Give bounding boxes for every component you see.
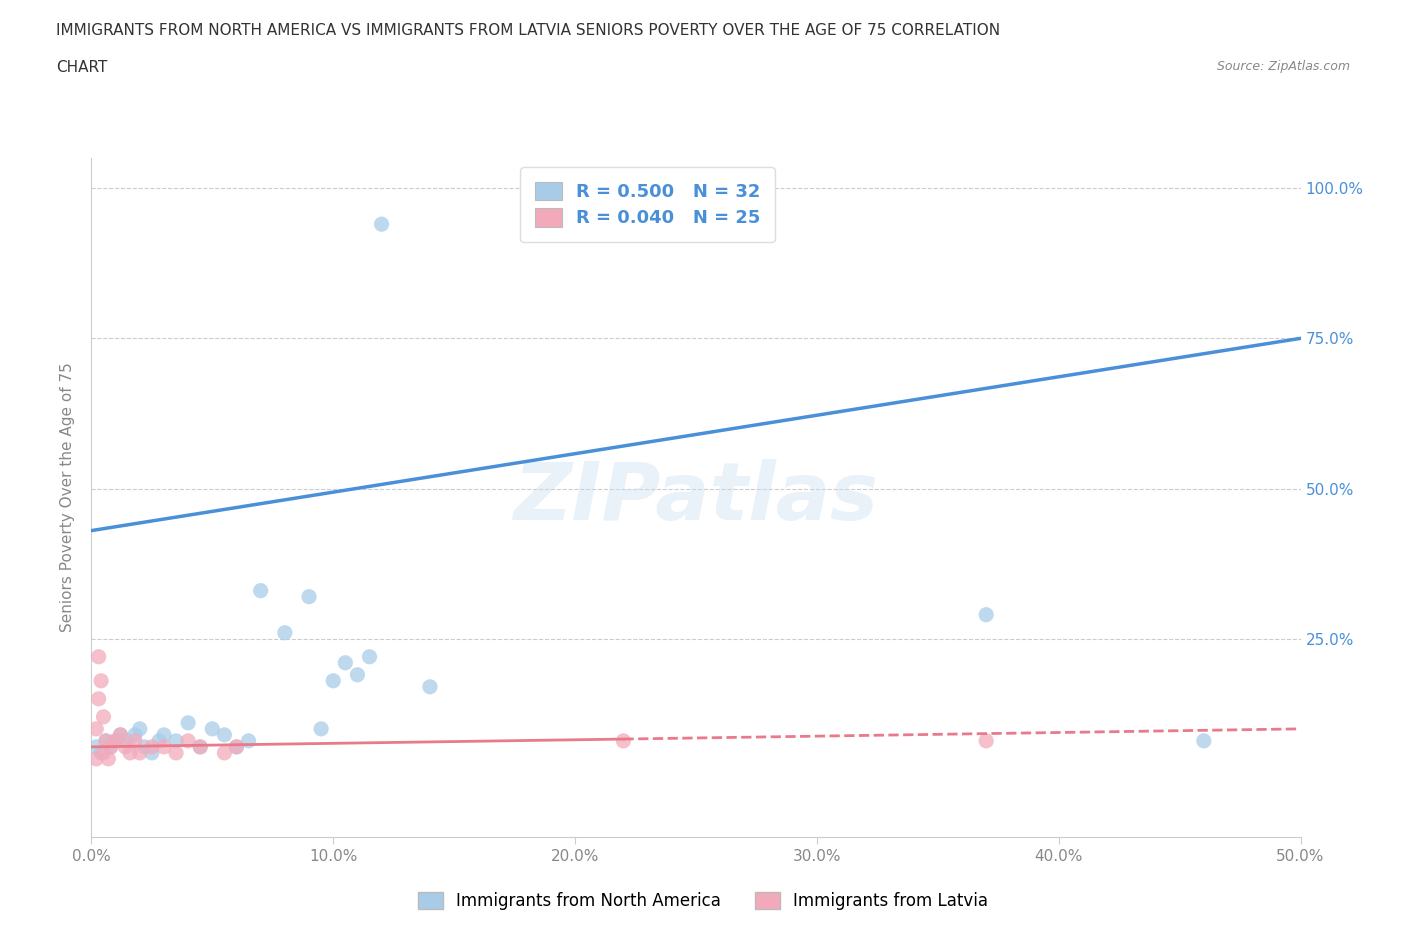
- Text: Source: ZipAtlas.com: Source: ZipAtlas.com: [1216, 60, 1350, 73]
- Point: [134, 739, 156, 754]
- Point: [87, 649, 110, 664]
- Point: [94, 734, 117, 749]
- Legend: Immigrants from North America, Immigrants from Latvia: Immigrants from North America, Immigrant…: [412, 885, 994, 917]
- Point: [117, 734, 139, 749]
- Point: [612, 734, 634, 749]
- Point: [87, 691, 110, 706]
- Legend: R = 0.500   N = 32, R = 0.040   N = 25: R = 0.500 N = 32, R = 0.040 N = 25: [520, 167, 775, 242]
- Point: [309, 722, 332, 737]
- Y-axis label: Seniors Poverty Over the Age of 75: Seniors Poverty Over the Age of 75: [60, 363, 76, 632]
- Point: [225, 739, 247, 754]
- Point: [370, 217, 392, 232]
- Point: [84, 722, 107, 737]
- Point: [214, 746, 236, 761]
- Point: [974, 607, 997, 622]
- Point: [124, 727, 146, 742]
- Point: [165, 746, 187, 761]
- Point: [153, 739, 176, 754]
- Text: IMMIGRANTS FROM NORTH AMERICA VS IMMIGRANTS FROM LATVIA SENIORS POVERTY OVER THE: IMMIGRANTS FROM NORTH AMERICA VS IMMIGRA…: [56, 23, 1000, 38]
- Point: [238, 734, 260, 749]
- Point: [419, 679, 441, 694]
- Point: [100, 739, 122, 754]
- Point: [346, 668, 368, 683]
- Point: [225, 739, 247, 754]
- Point: [153, 727, 176, 742]
- Point: [124, 734, 146, 749]
- Point: [177, 734, 200, 749]
- Point: [177, 715, 200, 730]
- Point: [104, 734, 127, 749]
- Point: [188, 739, 211, 754]
- Point: [120, 746, 142, 761]
- Point: [128, 746, 150, 761]
- Point: [322, 673, 344, 688]
- Point: [90, 746, 112, 761]
- Point: [94, 734, 117, 749]
- Point: [974, 734, 997, 749]
- Point: [298, 590, 321, 604]
- Point: [274, 625, 297, 640]
- Point: [100, 739, 122, 754]
- Point: [114, 739, 136, 754]
- Point: [104, 734, 127, 749]
- Point: [335, 656, 357, 671]
- Point: [188, 739, 211, 754]
- Point: [141, 746, 163, 761]
- Point: [201, 722, 224, 737]
- Point: [165, 734, 187, 749]
- Point: [359, 649, 381, 664]
- Point: [84, 739, 107, 754]
- Point: [1192, 734, 1215, 749]
- Text: CHART: CHART: [56, 60, 108, 75]
- Point: [84, 751, 107, 766]
- Point: [110, 727, 132, 742]
- Point: [141, 739, 163, 754]
- Point: [97, 751, 120, 766]
- Point: [148, 734, 170, 749]
- Text: ZIPatlas: ZIPatlas: [513, 458, 879, 537]
- Point: [214, 727, 236, 742]
- Point: [90, 673, 112, 688]
- Point: [93, 710, 115, 724]
- Point: [110, 727, 132, 742]
- Point: [93, 746, 115, 761]
- Point: [249, 583, 271, 598]
- Point: [128, 722, 150, 737]
